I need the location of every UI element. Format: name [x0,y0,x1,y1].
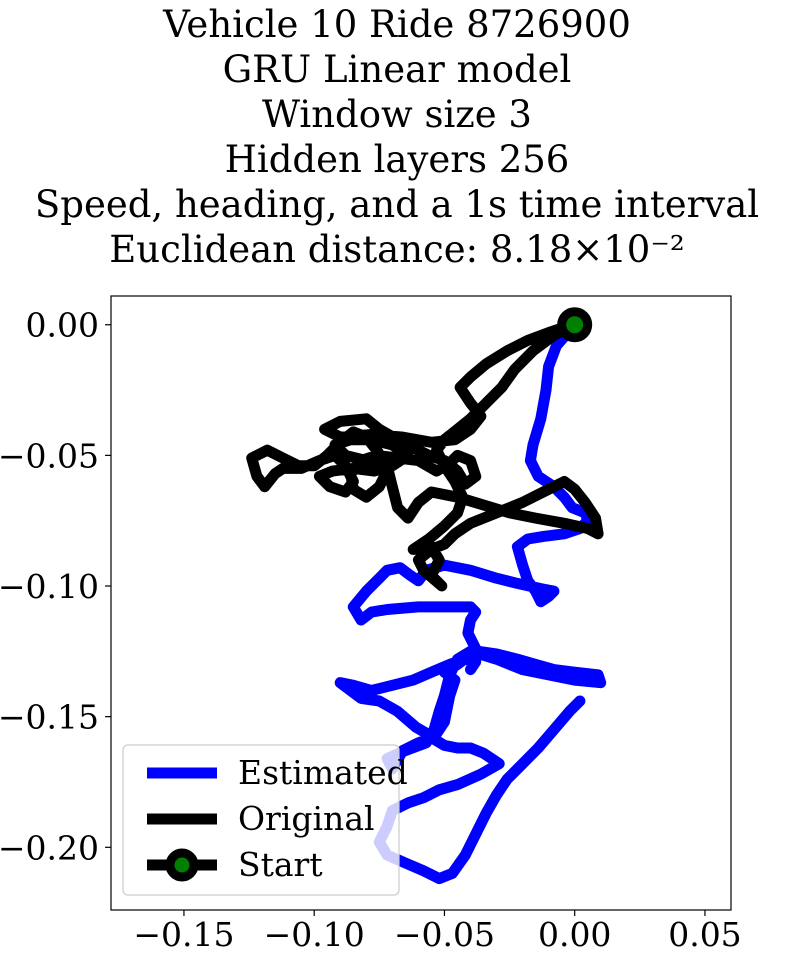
chart-title: Vehicle 10 Ride 8726900 GRU Linear model… [0,0,794,272]
title-line-5: Speed, heading, and a 1s time interval [34,183,760,226]
title-line-1: Vehicle 10 Ride 8726900 [163,3,631,46]
axis-ticks: −0.15 −0.10 −0.05 0.00 0.05 0.00 −0.05 −0.10 −0.… [0,306,742,954]
y-tick-label: −0.10 [0,567,99,606]
legend: Estimated Original Start [122,744,408,896]
title-line-6: Euclidean distance: 8.18×10⁻² [109,228,685,271]
series-line-original [246,319,604,592]
start-marker [557,307,593,343]
x-tick-label: −0.15 [133,915,234,954]
y-tick-label: 0.00 [26,306,99,345]
title-line-4: Hidden layers 256 [224,138,570,181]
y-tick-label: −0.20 [0,828,99,867]
legend-label-original: Original [238,799,375,838]
x-tick-label: −0.05 [394,915,495,954]
y-tick-label: −0.15 [0,698,99,737]
y-tick-label: −0.05 [0,436,99,475]
legend-start-marker [165,848,199,882]
x-tick-label: −0.10 [264,915,365,954]
plot-frame [110,295,732,911]
series-line-estimated [334,319,607,885]
x-tick-label: 0.05 [668,915,741,954]
legend-label-start: Start [238,845,323,884]
title-line-2: GRU Linear model [222,48,572,91]
legend-label-estimated: Estimated [238,753,408,792]
title-line-3: Window size 3 [262,93,532,136]
plot-layer [246,307,607,885]
x-tick-label: 0.00 [538,915,611,954]
